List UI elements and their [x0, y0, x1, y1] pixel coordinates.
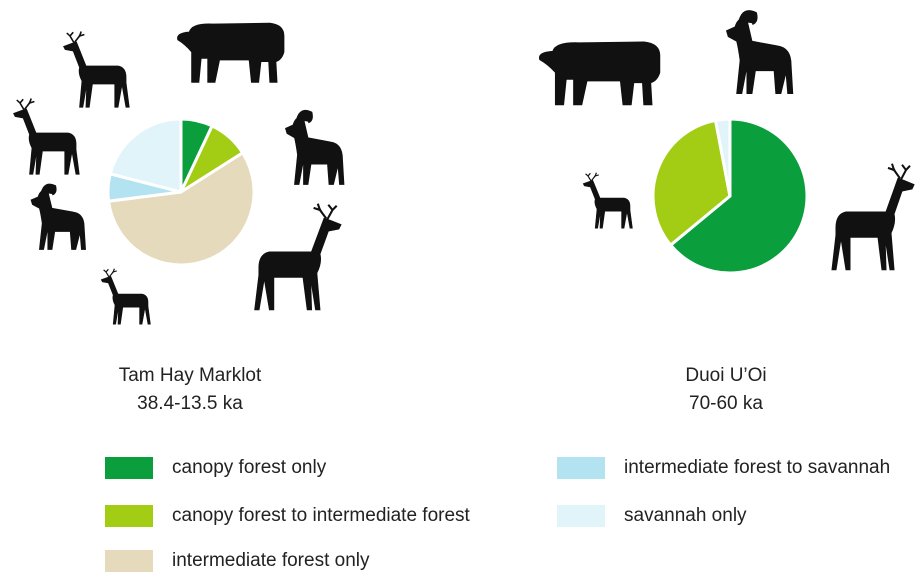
- silhouette-muntjac: [100, 268, 152, 325]
- pie-slice: [669, 117, 809, 275]
- silhouette-stag: [830, 162, 916, 271]
- pie-slice: [108, 117, 183, 194]
- chart-title: Tam Hay Marklot: [119, 365, 262, 386]
- silhouette-deer: [12, 97, 81, 176]
- silhouette-deer: [62, 30, 130, 109]
- legend-swatch: [557, 505, 605, 527]
- legend-swatch: [105, 550, 153, 572]
- silhouette-cow: [177, 22, 285, 83]
- silhouette-goat: [29, 183, 88, 251]
- silhouette-cow: [538, 41, 661, 106]
- pie-slice: [107, 151, 256, 267]
- silhouette-goat: [283, 109, 346, 187]
- legend-label: canopy forest to intermediate forest: [172, 505, 471, 526]
- legend-label: intermediate forest only: [172, 550, 370, 571]
- silhouette-goat: [724, 10, 795, 96]
- chart-subtitle: 38.4-13.5 ka: [137, 393, 243, 414]
- legend-swatch: [557, 457, 605, 479]
- chart-subtitle: 70-60 ka: [689, 393, 763, 414]
- pie-slice: [651, 118, 732, 247]
- chart-title: Duoi U’Oi: [685, 365, 766, 386]
- legend-swatch: [105, 505, 153, 527]
- legend-swatch: [105, 457, 153, 479]
- legend-label: intermediate forest to savannah: [624, 457, 890, 478]
- silhouette-muntjac: [582, 172, 634, 229]
- legend-label: savannah only: [624, 505, 747, 526]
- pie-slice: [714, 117, 732, 198]
- legend-label: canopy forest only: [172, 457, 327, 478]
- silhouette-stag: [253, 202, 342, 311]
